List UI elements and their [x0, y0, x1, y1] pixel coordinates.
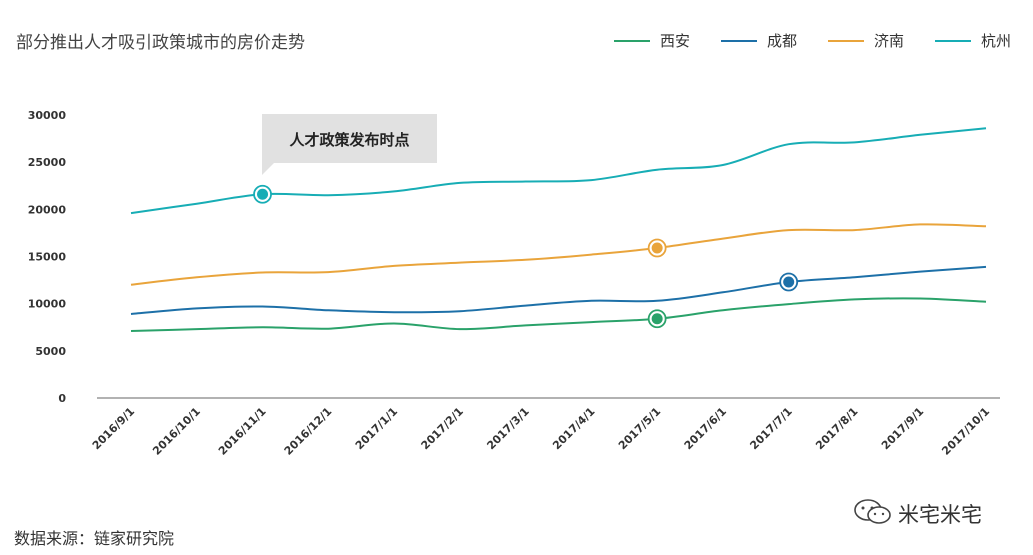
policy-marker-dot	[257, 188, 269, 200]
legend-swatch	[721, 40, 757, 42]
y-tick-label: 30000	[28, 109, 67, 122]
x-tick-label: 2017/10/1	[939, 405, 992, 458]
watermark-text: 米宅米宅	[898, 503, 982, 527]
x-tick-label: 2017/7/1	[747, 405, 794, 452]
annotation-pointer	[262, 163, 274, 175]
x-tick-label: 2016/10/1	[150, 405, 203, 458]
chart-title: 部分推出人才吸引政策城市的房价走势	[16, 33, 305, 53]
y-tick-label: 20000	[28, 203, 67, 216]
y-axis-ticks: 0 5000 10000 15000 20000 25000 30000	[28, 109, 67, 405]
x-tick-label: 2017/6/1	[682, 405, 729, 452]
source-note: 数据来源：链家研究院	[14, 529, 175, 548]
y-tick-label: 25000	[28, 156, 67, 169]
annotation-callout: 人才政策发布时点	[262, 114, 437, 175]
legend-swatch	[935, 40, 971, 42]
legend-label: 西安	[660, 32, 691, 50]
y-tick-label: 0	[58, 392, 66, 405]
series-line-成都	[130, 265, 987, 315]
x-tick-label: 2017/1/1	[353, 405, 400, 452]
series-line-西安	[130, 297, 987, 332]
y-tick-label: 15000	[28, 251, 67, 264]
x-tick-label: 2016/9/1	[90, 405, 137, 452]
annotation-box	[262, 114, 437, 163]
x-axis-ticks: 2016/9/1 2016/10/1 2016/11/1 2016/12/1 2017/…	[90, 405, 992, 458]
legend-label: 济南	[874, 32, 905, 50]
policy-marker-dot	[783, 276, 795, 288]
x-tick-label: 2017/8/1	[813, 405, 860, 452]
legend-label: 成都	[767, 32, 798, 50]
series-line-济南	[130, 223, 987, 286]
x-tick-label: 2017/5/1	[616, 405, 663, 452]
legend-swatch	[614, 40, 650, 42]
x-tick-label: 2016/11/1	[216, 405, 269, 458]
y-tick-label: 5000	[35, 345, 66, 358]
series-lines	[130, 127, 987, 332]
policy-marker-dot	[651, 242, 663, 254]
wechat-icon	[854, 499, 891, 524]
y-tick-label: 10000	[28, 298, 67, 311]
policy-markers	[253, 184, 799, 329]
x-tick-label: 2017/3/1	[484, 405, 531, 452]
x-tick-label: 2017/2/1	[419, 405, 466, 452]
annotation-text: 人才政策发布时点	[289, 131, 409, 149]
x-tick-label: 2017/9/1	[879, 405, 926, 452]
policy-marker-dot	[651, 313, 663, 325]
x-tick-label: 2016/12/1	[282, 405, 335, 458]
x-tick-label: 2017/4/1	[550, 405, 597, 452]
legend-swatch	[828, 40, 864, 42]
legend-label: 杭州	[981, 32, 1012, 50]
